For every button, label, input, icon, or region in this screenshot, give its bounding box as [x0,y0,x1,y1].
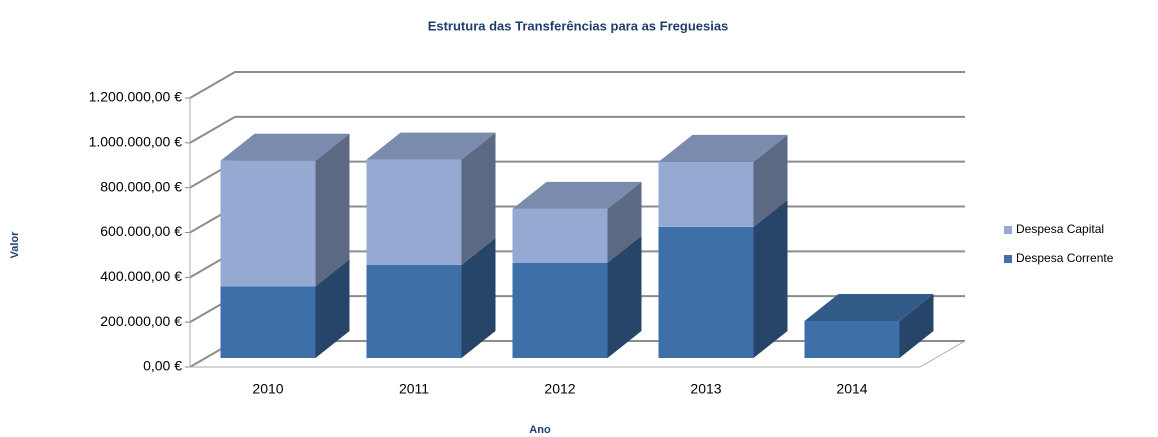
bar-side [753,134,788,227]
x-tick-label: 2012 [544,381,575,397]
x-tick-label: 2013 [690,381,721,397]
bar-top [658,134,788,162]
y-tick-label: 1.000.000,00 € [89,134,183,150]
bar-segment [220,286,316,358]
bar-segment [804,321,900,358]
y-tick-label: 200.000,00 € [100,313,182,329]
grid-line [189,115,965,144]
bar-top [220,133,350,161]
y-axis-title: Valor [9,231,21,259]
bar-top [366,132,496,160]
floor-edge [190,340,966,368]
x-tick-label: 2011 [399,381,429,397]
x-axis-title: Ano [529,424,551,436]
bar-segment [512,208,608,263]
grid-line [189,71,965,99]
x-tick-label: 2010 [252,381,283,397]
x-tick-label: 2014 [836,381,867,397]
bar-segment [366,264,462,358]
legend-label: Despesa Capital [1016,222,1104,236]
bar-side [607,235,642,358]
y-tick-label: 400.000,00 € [100,268,182,284]
y-tick-label: 800.000,00 € [100,178,182,194]
bar-side [607,181,642,263]
y-tick-label: 1.200.000,00 € [89,89,183,105]
bar-segment [220,160,316,287]
bar-top [512,181,642,209]
bar-side [753,199,788,358]
bar-side [461,132,496,265]
bar-side [315,259,350,358]
bar-side [315,133,350,287]
bar-segment [512,262,608,358]
legend-swatch [1004,255,1012,263]
y-tick-label: 600.000,00 € [100,223,182,239]
bar-top [804,294,934,322]
chart-title: Estrutura das Transferências para as Fre… [428,18,729,33]
y-tick-label: 0,00 € [143,358,182,374]
legend-swatch [1004,226,1012,234]
legend-label: Despesa Corrente [1016,251,1114,265]
bar-segment [658,161,754,227]
bar-segment [366,159,462,265]
bar-side [461,237,496,358]
bar-side [899,294,934,358]
bar-segment [658,226,754,358]
